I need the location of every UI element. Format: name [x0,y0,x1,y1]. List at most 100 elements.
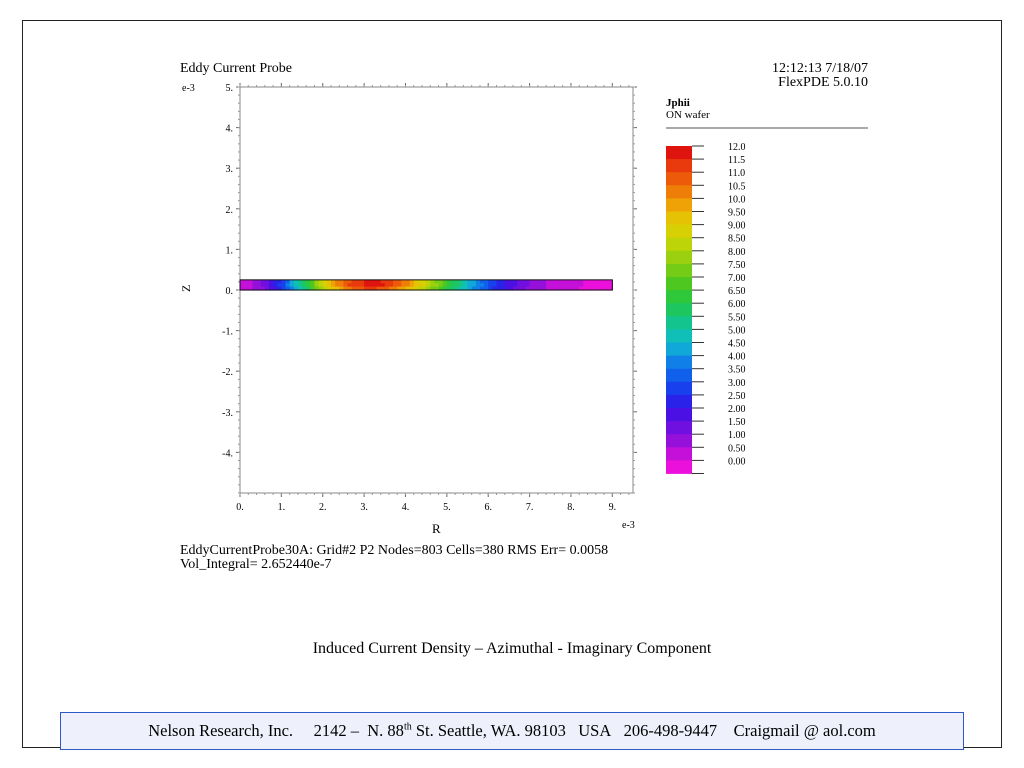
wafer-cell [401,279,407,284]
wafer-cell [426,279,431,284]
wafer-cell [430,283,436,288]
wafer-cell [599,283,605,288]
wafer-cell [471,283,477,288]
slide-caption: Induced Current Density – Azimuthal - Im… [312,640,712,657]
wafer-cell [608,283,613,288]
wafer-cell [376,279,382,284]
wafer-cell [479,286,485,291]
wafer-cell [608,279,613,284]
legend-swatch [666,421,692,435]
wafer-cell [273,283,278,288]
wafer-cell [281,279,287,284]
wafer-cell [281,286,287,291]
wafer-cell [438,286,444,291]
wafer-cell [430,279,436,284]
legend-value-label: 5.50 [728,312,746,323]
legend-value-label: 9.00 [728,221,746,232]
legend-swatch [666,290,692,304]
y-tick-label: 1. [226,245,234,256]
wafer-cell [434,286,440,291]
wafer-cell [409,286,415,291]
wafer-cell [293,279,299,284]
wafer-cell [306,279,311,284]
wafer-cell [492,279,498,284]
plot-area: Eddy Current Probe 12:12:13 7/18/07 Flex… [179,61,868,572]
wafer-cell [484,279,489,284]
wafer-cell [405,279,411,284]
wafer-cell [541,283,547,288]
wafer-cell [484,283,489,288]
wafer-cell [347,283,353,288]
wafer-cell [426,283,431,288]
legend-value-label: 8.50 [728,234,746,245]
legend-value-label: 4.50 [728,339,746,350]
wafer-cell [314,283,320,288]
wafer-cell [248,286,254,291]
wafer-cell [413,279,419,284]
wafer-cell [471,286,477,291]
footer-phone: 206-498-9447 [623,721,718,740]
wafer-cell [331,279,336,284]
legend-swatch [666,394,692,409]
x-tick-label: 5. [443,502,451,513]
wafer-cell [380,286,386,291]
wafer-cell [351,283,357,288]
wafer-cell [446,286,452,291]
y-tick-label: 0. [226,286,234,297]
wafer-cell [587,283,593,288]
legend-swatch [666,277,692,291]
wafer-cell [595,279,601,284]
wafer-cell [347,279,353,284]
stats-line-1: EddyCurrentProbe30A: Grid#2 P2 Nodes=803… [180,543,608,558]
wafer-cell [347,286,353,291]
wafer-cell [359,279,365,284]
wafer-cell [384,279,390,284]
legend-value-label: 6.00 [728,299,746,310]
wafer-cell [541,286,547,291]
wafer-cell [513,283,518,288]
wafer-cell [570,279,576,284]
wafer-cell [376,283,382,288]
wafer-cell [252,286,258,291]
legend-value-label: 3.50 [728,365,746,376]
wafer-cell [525,279,531,284]
wafer-cell [438,283,444,288]
legend-swatch [666,224,692,239]
wafer-cell [380,283,386,288]
wafer-cell [368,283,373,288]
legend-value-label: 3.00 [728,378,746,389]
footer-email[interactable]: Craigmail @ aol.com [733,721,876,740]
r-exponent: e-3 [622,520,635,531]
wafer-cell [550,286,555,291]
wafer-cell [310,279,316,284]
wafer-cell [318,286,324,291]
wafer-cell [467,286,473,291]
wafer-cell [268,283,274,288]
x-tick-label: 3. [360,502,368,513]
wafer-cell [508,286,514,291]
wafer-cell [343,279,349,284]
wafer-cell [554,283,560,288]
wafer-cell [264,286,270,291]
legend-value-label: 4.00 [728,352,746,363]
wafer-cell [417,286,423,291]
wafer-cell [393,279,398,284]
axes-group: 5. 4. 3. 2. 1. 0. -1. -2. -3. -4. 0. 1. 2. 3. 4. 5. 6. 7.… [222,83,637,513]
wafer-cell [281,283,287,288]
wafer-cell [442,279,448,284]
wafer-cell [405,286,411,291]
wafer-cell [525,283,531,288]
wafer-cell [359,286,365,291]
wafer-cell [339,279,345,284]
x-tick-label: 7. [526,502,534,513]
wafer-cell [372,286,378,291]
wafer-cell [496,286,502,291]
wafer-cell [450,283,456,288]
wafer-cell [579,279,584,284]
wafer-cell [384,286,390,291]
wafer-cell [442,286,448,291]
wafer-cell [562,283,568,288]
wafer-cell [297,286,303,291]
wafer-cell [579,283,584,288]
legend-swatch [666,355,692,370]
